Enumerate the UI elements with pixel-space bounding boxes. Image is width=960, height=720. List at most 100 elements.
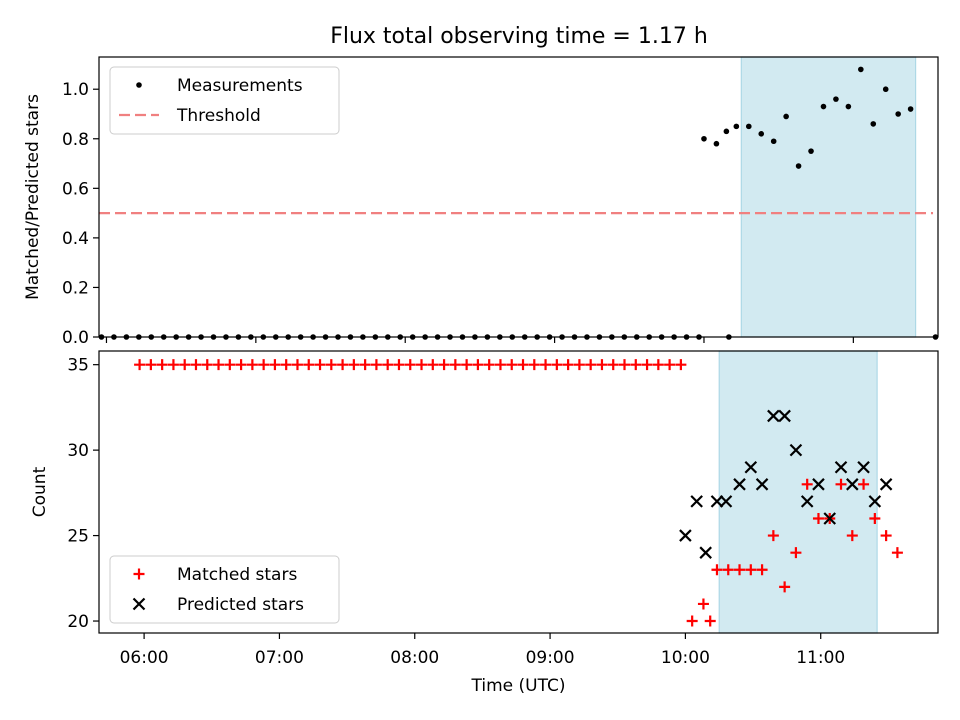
- x-tick-label: 09:00: [526, 648, 575, 668]
- matched-star-marker: [201, 359, 213, 371]
- matched-star-marker: [722, 564, 734, 576]
- matched-star-marker: [472, 359, 484, 371]
- predicted-star-marker: [679, 529, 692, 542]
- matched-star-marker: [585, 359, 597, 371]
- measurement-point: [795, 163, 802, 169]
- matched-star-marker: [711, 564, 723, 576]
- measurement-point: [770, 138, 777, 145]
- matched-star-marker: [517, 359, 529, 371]
- predicted-star-marker: [767, 409, 780, 423]
- predicted-star-marker: [710, 495, 724, 508]
- y-axis-label: Matched/Predicted stars: [23, 94, 43, 300]
- matched-star-marker: [382, 359, 394, 371]
- predicted-star-marker: [789, 443, 803, 457]
- matched-star-marker: [449, 359, 461, 371]
- matched-star-marker: [393, 359, 405, 371]
- predicted-star-marker: [823, 512, 837, 525]
- matched-star-marker: [291, 359, 303, 371]
- measurement-point: [895, 111, 901, 117]
- data-layer: [134, 359, 903, 627]
- axes-frame: [98, 56, 939, 338]
- y-tick-label: 20: [67, 612, 89, 632]
- matched-star-marker: [704, 615, 716, 627]
- matched-star-marker: [325, 359, 337, 371]
- matched-star-marker: [438, 359, 450, 371]
- matched-star-marker: [779, 581, 791, 593]
- matched-star-marker: [756, 564, 768, 576]
- measurement-point: [808, 148, 814, 154]
- x-tick-label: 11:00: [796, 648, 845, 668]
- predicted-star-marker: [719, 495, 733, 508]
- matched-star-marker: [675, 359, 687, 371]
- matched-star-marker: [869, 512, 881, 524]
- matched-star-marker: [348, 359, 360, 371]
- matched-star-marker: [213, 359, 225, 371]
- predicted-star-marker: [733, 478, 746, 491]
- matched-star-marker: [167, 359, 179, 371]
- legend-label: Threshold: [176, 106, 261, 126]
- matched-star-marker: [812, 512, 824, 524]
- measurement-point: [882, 86, 889, 93]
- matched-star-marker: [607, 359, 619, 371]
- measurement-point: [858, 66, 864, 73]
- matched-star-marker: [314, 359, 326, 371]
- matched-star-marker: [303, 359, 315, 371]
- y-tick-label: 0.6: [62, 179, 89, 199]
- predicted-star-marker: [699, 546, 712, 559]
- x-axis-label: Time (UTC): [471, 676, 566, 696]
- predicted-star-marker: [812, 478, 825, 491]
- measurement-point: [713, 140, 720, 147]
- matched-star-marker: [835, 478, 847, 490]
- measurement-point: [745, 123, 752, 130]
- shaded-interval: [740, 56, 917, 338]
- predicted-star-marker: [755, 478, 769, 491]
- matched-star-marker: [246, 359, 258, 371]
- matched-star-marker: [528, 359, 540, 371]
- measurement-point: [733, 123, 740, 130]
- matched-star-marker: [224, 359, 236, 371]
- predicted-star-marker: [834, 460, 848, 474]
- matched-star-marker: [269, 359, 281, 371]
- legend-matched-marker: [133, 568, 145, 580]
- predicted-star-marker: [778, 409, 791, 423]
- predicted-star-marker: [857, 460, 870, 474]
- predicted-star-marker: [879, 478, 893, 491]
- matched-star-marker: [156, 359, 168, 371]
- legend-label: Matched stars: [177, 565, 297, 585]
- measurement-point: [845, 103, 852, 110]
- y-tick-label: 30: [67, 441, 89, 461]
- matched-star-marker: [416, 359, 428, 371]
- predicted-star-marker: [744, 460, 758, 474]
- matched-star-marker: [280, 359, 292, 371]
- y-tick-label: 0.8: [62, 130, 89, 150]
- matched-star-marker: [145, 359, 157, 371]
- shaded-interval: [718, 350, 878, 634]
- matched-star-marker: [404, 359, 416, 371]
- matched-star-marker: [573, 359, 585, 371]
- predicted-star-marker: [846, 478, 859, 491]
- y-tick-label: 0.0: [62, 328, 89, 348]
- matched-star-marker: [235, 359, 247, 371]
- matched-star-marker: [190, 359, 202, 371]
- matched-star-marker: [551, 359, 563, 371]
- matched-star-marker: [427, 359, 439, 371]
- matched-star-marker: [179, 359, 191, 371]
- measurement-point: [758, 131, 765, 137]
- x-tick-label: 10:00: [661, 648, 710, 668]
- legend-box: [109, 555, 340, 624]
- matched-star-marker: [858, 478, 870, 490]
- legend-label: Measurements: [177, 76, 303, 96]
- legend: Matched stars Predicted stars: [109, 555, 340, 624]
- matched-star-marker: [540, 359, 552, 371]
- matched-star-marker: [734, 564, 746, 576]
- measurement-point: [833, 96, 839, 102]
- y-tick-label: 35: [67, 356, 89, 376]
- matched-star-marker: [790, 547, 802, 559]
- matched-star-marker: [596, 359, 608, 371]
- predicted-star-marker: [868, 495, 882, 508]
- matched-star-marker: [562, 359, 574, 371]
- predicted-star-marker: [690, 495, 703, 508]
- matched-star-marker: [134, 359, 146, 371]
- matched-star-marker: [494, 359, 506, 371]
